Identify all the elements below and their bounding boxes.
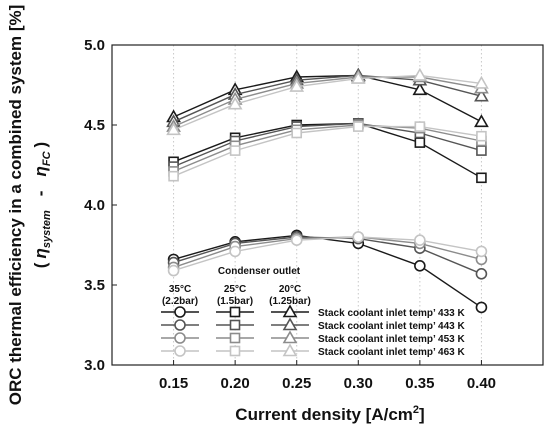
data-point-circle: [167, 264, 180, 277]
y-tick-label: 4.5: [84, 117, 105, 134]
y-tick-label: 4.0: [84, 197, 105, 214]
legend-marker-triangle: [282, 304, 298, 318]
legend-marker-square: [229, 306, 241, 318]
legend-entry-label: Stack coolant inlet temp’ 453 K: [318, 334, 465, 345]
y-axis-label: ORC thermal efficiency in a combined sys…: [6, 5, 25, 406]
data-point-circle: [414, 259, 426, 272]
y-tick-label: 3.0: [84, 357, 105, 374]
data-point-square: [476, 172, 487, 184]
data-point-square: [476, 145, 487, 156]
data-point-triangle: [289, 78, 305, 92]
data-series: [166, 67, 489, 314]
series-line-square: [173, 125, 482, 177]
data-point-square: [414, 121, 426, 132]
x-tick-label: 0.15: [159, 375, 188, 392]
data-point-triangle: [412, 67, 428, 81]
data-point-circle: [352, 231, 365, 243]
x-tick-label: 0.40: [467, 375, 496, 392]
data-point-circle: [475, 301, 488, 314]
series-line-circle: [173, 236, 482, 269]
legend-marker-triangle: [282, 330, 298, 344]
data-point-circle: [475, 267, 488, 280]
data-point-square: [168, 170, 179, 182]
legend-marker-circle: [174, 319, 186, 331]
legend-column-temp: 25°C: [224, 284, 246, 295]
legend-marker-circle: [174, 332, 186, 344]
legend-marker-square: [229, 319, 241, 331]
series-line-square: [173, 122, 482, 179]
series-line-circle: [173, 234, 482, 308]
data-point-triangle: [350, 70, 366, 84]
legend-column-temp: 35°C: [169, 284, 191, 295]
x-tick-label: 0.25: [282, 375, 311, 392]
data-point-circle: [229, 245, 241, 258]
data-point-triangle: [474, 88, 489, 102]
series-line-triangle: [173, 74, 482, 131]
data-point-circle: [290, 234, 303, 246]
legend-marker-circle: [174, 306, 186, 318]
legend-column-pressure: (2.2bar): [162, 296, 198, 307]
data-point-triangle: [474, 75, 489, 89]
legend: Condenser outlet 35°C(2.2bar) 25°C(1.5bar…: [161, 266, 465, 358]
legend-entry-label: Stack coolant inlet temp’ 443 K: [318, 321, 465, 332]
y-tick-label: 3.5: [84, 277, 105, 294]
legend-entry-label: Stack coolant inlet temp’ 463 K: [318, 347, 465, 358]
series-line-triangle: [173, 74, 482, 123]
series-line-square: [173, 122, 482, 168]
legend-column-pressure: (1.25bar): [269, 296, 311, 307]
x-axis-label: Current density [A/cm2]: [235, 404, 424, 424]
x-tick-label: 0.35: [405, 375, 434, 392]
data-point-triangle: [474, 114, 489, 128]
axis-ticks: 0.15 0.20 0.25 0.30 0.35 0.40 3.0 3.5 4.0 4.5 5.0: [84, 37, 496, 392]
series-line-triangle: [173, 74, 482, 123]
legend-marker-triangle: [282, 317, 298, 331]
data-point-triangle: [412, 82, 428, 96]
data-point-square: [229, 145, 241, 156]
data-point-square: [414, 137, 426, 148]
legend-marker-square: [229, 332, 241, 344]
series-line-triangle: [173, 76, 482, 128]
series-line-square: [173, 124, 482, 173]
legend-column-pressure: (1.5bar): [217, 296, 253, 307]
y-axis-sublabel: (ηsystem-ηFC): [31, 142, 53, 268]
legend-column-temp: 20°C: [279, 284, 301, 295]
data-point-square: [291, 127, 303, 139]
data-point-triangle: [227, 96, 243, 110]
x-tick-label: 0.30: [344, 375, 373, 392]
x-tick-label: 0.20: [221, 375, 250, 392]
legend-marker-square: [229, 345, 241, 357]
data-point-circle: [475, 245, 488, 258]
data-point-square: [352, 121, 364, 132]
data-point-triangle: [166, 122, 181, 136]
data-point-circle: [414, 234, 426, 246]
legend-marker-triangle: [282, 343, 298, 357]
legend-entry-label: Stack coolant inlet temp’ 433 K: [318, 308, 465, 319]
data-point-square: [476, 130, 487, 142]
series-line-circle: [173, 236, 482, 272]
legend-marker-circle: [174, 345, 186, 357]
y-tick-label: 5.0: [84, 37, 105, 54]
legend-title: Condenser outlet: [218, 266, 301, 277]
